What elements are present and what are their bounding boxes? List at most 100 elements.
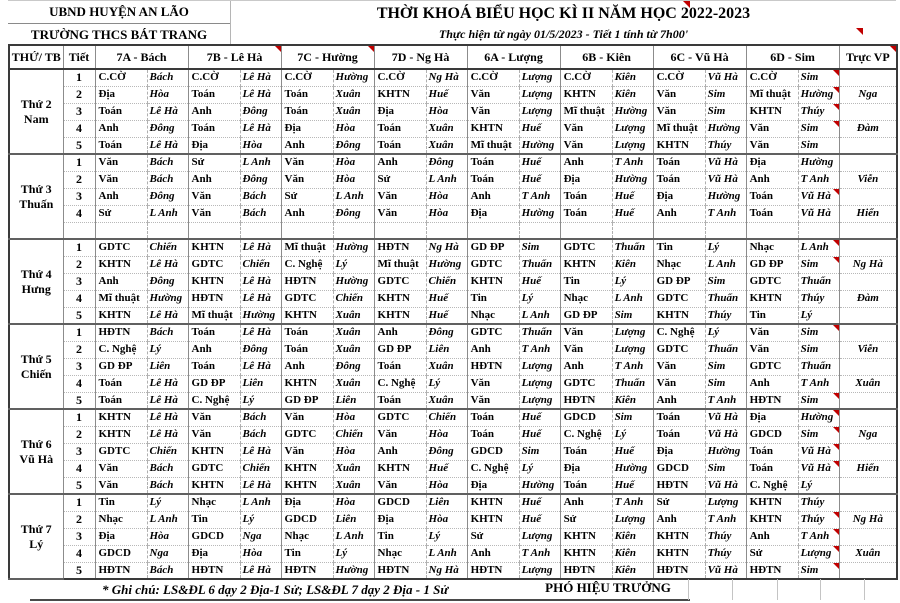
day-block-cell[interactable]: Thứ 7 Lý bbox=[9, 494, 63, 580]
teacher-cell[interactable]: Bách bbox=[146, 324, 189, 342]
teacher-cell[interactable]: Kiên bbox=[611, 392, 654, 410]
teacher-cell[interactable]: Lê Hà bbox=[146, 137, 189, 155]
subject-cell[interactable]: Anh bbox=[652, 392, 706, 410]
teacher-cell[interactable]: Lê Hà bbox=[146, 256, 189, 274]
teacher-cell[interactable]: Kiên bbox=[611, 69, 654, 87]
teacher-cell[interactable]: Lý bbox=[611, 273, 654, 291]
subject-cell[interactable]: GDTC bbox=[187, 256, 241, 274]
subject-cell[interactable]: Toán bbox=[187, 120, 241, 138]
teacher-cell[interactable]: Thúy bbox=[704, 528, 747, 546]
duty-office-cell[interactable]: Xuân bbox=[838, 545, 898, 563]
teacher-cell[interactable]: Sim bbox=[797, 392, 840, 410]
subject-cell[interactable]: Anh bbox=[94, 188, 147, 206]
teacher-cell[interactable]: Hòa bbox=[332, 154, 375, 172]
teacher-cell[interactable]: Chiến bbox=[332, 426, 375, 444]
duty-office-cell[interactable] bbox=[838, 222, 898, 240]
period-number[interactable]: 1 bbox=[62, 239, 95, 257]
subject-cell[interactable]: Mĩ thuật bbox=[652, 120, 706, 138]
teacher-cell[interactable]: Thúy bbox=[797, 511, 840, 529]
teacher-cell[interactable]: Huế bbox=[518, 409, 561, 427]
teacher-cell[interactable]: Thuấn bbox=[797, 358, 840, 376]
teacher-cell[interactable]: Hường bbox=[239, 307, 282, 325]
subject-cell[interactable]: Anh bbox=[187, 341, 241, 359]
teacher-cell[interactable]: Thuấn bbox=[704, 341, 747, 359]
teacher-cell[interactable]: Sim bbox=[797, 341, 840, 359]
period-number[interactable]: 5 bbox=[62, 562, 95, 579]
subject-cell[interactable]: GDTC bbox=[652, 290, 706, 308]
teacher-cell[interactable]: Liên bbox=[332, 511, 375, 529]
teacher-cell[interactable]: Bách bbox=[146, 171, 189, 189]
col-header-4[interactable]: 7C - Hường bbox=[280, 45, 375, 70]
subject-cell[interactable]: HĐTN bbox=[652, 562, 706, 579]
teacher-cell[interactable]: Chiến bbox=[332, 290, 375, 308]
teacher-cell[interactable] bbox=[425, 222, 468, 240]
teacher-cell[interactable]: T Anh bbox=[797, 528, 840, 546]
subject-cell[interactable]: Anh bbox=[280, 358, 334, 376]
subject-cell[interactable]: KHTN bbox=[373, 86, 427, 104]
subject-cell[interactable]: Anh bbox=[94, 120, 147, 138]
teacher-cell[interactable]: Lý bbox=[425, 375, 468, 393]
teacher-cell[interactable]: Đông bbox=[332, 358, 375, 376]
subject-cell[interactable]: Anh bbox=[559, 154, 613, 172]
subject-cell[interactable]: Anh bbox=[373, 154, 427, 172]
teacher-cell[interactable]: Hường bbox=[518, 205, 561, 223]
subject-cell[interactable]: GDCD bbox=[652, 460, 706, 478]
subject-cell[interactable]: Tin bbox=[94, 494, 147, 512]
subject-cell[interactable]: Nhạc bbox=[373, 545, 427, 563]
teacher-cell[interactable]: Vũ Hà bbox=[704, 477, 747, 495]
subject-cell[interactable]: Anh bbox=[745, 528, 799, 546]
subject-cell[interactable]: Toán bbox=[745, 443, 799, 461]
subject-cell[interactable]: Toán bbox=[652, 171, 706, 189]
subject-cell[interactable]: KHTN bbox=[652, 528, 706, 546]
teacher-cell[interactable]: Huế bbox=[518, 171, 561, 189]
teacher-cell[interactable]: Vũ Hà bbox=[704, 426, 747, 444]
teacher-cell[interactable]: Đông bbox=[239, 103, 282, 121]
subject-cell[interactable]: Toán bbox=[373, 358, 427, 376]
teacher-cell[interactable]: Ng Hà bbox=[425, 562, 468, 579]
teacher-cell[interactable]: Hòa bbox=[332, 409, 375, 427]
subject-cell[interactable]: HĐTN bbox=[280, 273, 334, 291]
teacher-cell[interactable]: L Anh bbox=[146, 205, 189, 223]
subject-cell[interactable]: Văn bbox=[559, 120, 613, 138]
teacher-cell[interactable]: L Anh bbox=[146, 511, 189, 529]
teacher-cell[interactable]: Lê Hà bbox=[146, 307, 189, 325]
subject-cell[interactable]: HĐTN bbox=[280, 562, 334, 579]
timetable-subtitle[interactable]: Thực hiện từ ngày 01/5/2023 - Tiết 1 tín… bbox=[438, 27, 689, 41]
teacher-cell[interactable]: Hòa bbox=[146, 86, 189, 104]
teacher-cell[interactable]: Chiến bbox=[146, 239, 189, 257]
teacher-cell[interactable]: Hường bbox=[797, 86, 840, 104]
subject-cell[interactable]: Anh bbox=[652, 511, 706, 529]
subject-cell[interactable]: KHTN bbox=[187, 273, 241, 291]
teacher-cell[interactable]: Lượng bbox=[518, 562, 561, 579]
duty-office-cell[interactable] bbox=[838, 528, 898, 546]
teacher-cell[interactable]: Huế bbox=[425, 460, 468, 478]
period-number[interactable]: 5 bbox=[62, 307, 95, 325]
teacher-cell[interactable]: L Anh bbox=[332, 528, 375, 546]
duty-office-cell[interactable]: Nga bbox=[838, 426, 898, 444]
teacher-cell[interactable]: Hòa bbox=[425, 511, 468, 529]
teacher-cell[interactable]: Chiến bbox=[239, 256, 282, 274]
subject-cell[interactable]: Anh bbox=[652, 205, 706, 223]
teacher-cell[interactable]: Xuân bbox=[332, 324, 375, 342]
teacher-cell[interactable] bbox=[797, 222, 840, 240]
col-header-9[interactable]: 6D - Sim bbox=[745, 45, 840, 70]
subject-cell[interactable]: GD ĐP bbox=[373, 341, 427, 359]
subject-cell[interactable]: Anh bbox=[745, 375, 799, 393]
signature-title[interactable]: PHÓ HIỆU TRƯỞNG bbox=[545, 580, 671, 595]
subject-cell[interactable]: GDTC bbox=[280, 426, 334, 444]
subject-cell[interactable]: Mĩ thuật bbox=[559, 103, 613, 121]
subject-cell[interactable]: Văn bbox=[94, 477, 147, 495]
teacher-cell[interactable]: Nga bbox=[239, 528, 282, 546]
subject-cell[interactable]: Văn bbox=[466, 392, 520, 410]
subject-cell[interactable]: GDTC bbox=[559, 375, 613, 393]
duty-office-cell[interactable] bbox=[838, 494, 898, 512]
subject-cell[interactable]: Nhạc bbox=[187, 494, 241, 512]
subject-cell[interactable]: HĐTN bbox=[466, 358, 520, 376]
teacher-cell[interactable]: Lê Hà bbox=[239, 273, 282, 291]
duty-office-cell[interactable] bbox=[838, 103, 898, 121]
subject-cell[interactable]: Sử bbox=[652, 494, 706, 512]
teacher-cell[interactable]: Hường bbox=[797, 409, 840, 427]
teacher-cell[interactable]: Sim bbox=[518, 443, 561, 461]
period-number[interactable]: 3 bbox=[62, 358, 95, 376]
subject-cell[interactable]: Nhạc bbox=[652, 256, 706, 274]
